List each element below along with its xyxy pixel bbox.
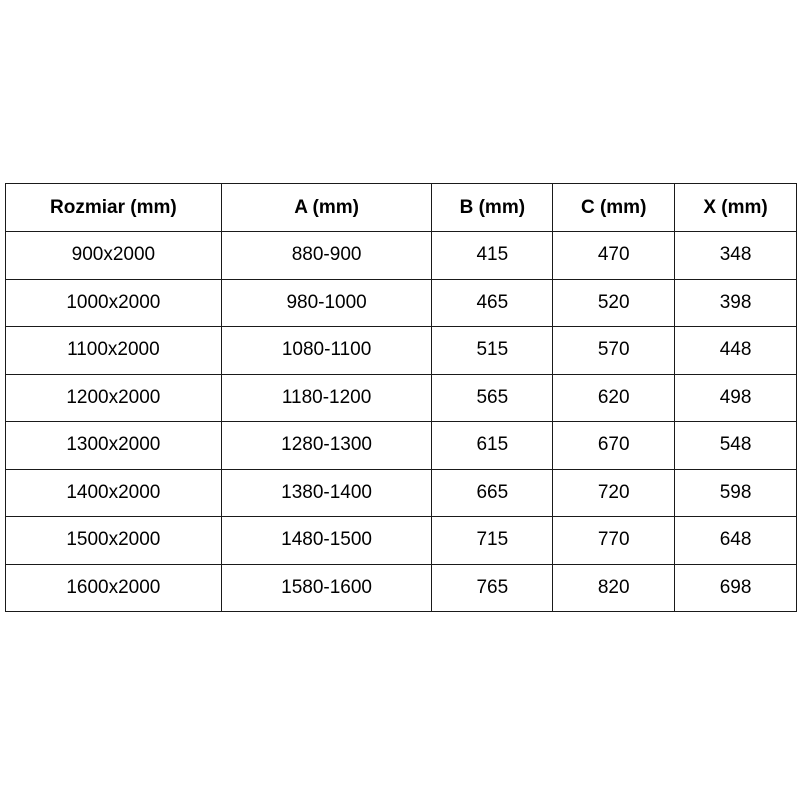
cell-rozmiar: 1100x2000 [5,326,222,375]
cell-b: 715 [431,516,554,565]
cell-x: 398 [674,278,797,327]
cell-c: 770 [552,516,676,565]
cell-x: 648 [674,516,797,565]
cell-x: 548 [674,421,797,470]
table-header: Rozmiar (mm) A (mm) B (mm) C (mm) X (mm) [5,183,797,232]
cell-rozmiar: 1300x2000 [5,421,222,470]
cell-b: 515 [431,326,554,375]
table-row: 1300x2000 1280-1300 615 670 548 [5,421,797,470]
cell-x: 598 [674,468,797,517]
header-a: A (mm) [220,183,433,232]
table-row: 1000x2000 980-1000 465 520 398 [5,278,797,327]
cell-c: 720 [552,468,676,517]
cell-a: 880-900 [220,231,433,280]
table-row: 1600x2000 1580-1600 765 820 698 [5,563,797,612]
cell-rozmiar: 1200x2000 [5,373,222,422]
cell-a: 1380-1400 [220,468,433,517]
table-row: 1100x2000 1080-1100 515 570 448 [5,326,797,375]
table-row: 1400x2000 1380-1400 665 720 598 [5,468,797,517]
cell-rozmiar: 1400x2000 [5,468,222,517]
header-row: Rozmiar (mm) A (mm) B (mm) C (mm) X (mm) [5,183,797,232]
cell-c: 620 [552,373,676,422]
header-c: C (mm) [552,183,676,232]
header-rozmiar: Rozmiar (mm) [5,183,222,232]
table-row: 900x2000 880-900 415 470 348 [5,231,797,280]
cell-c: 520 [552,278,676,327]
cell-b: 615 [431,421,554,470]
cell-c: 670 [552,421,676,470]
header-x: X (mm) [674,183,797,232]
cell-a: 1080-1100 [220,326,433,375]
cell-a: 1580-1600 [220,563,433,612]
cell-c: 470 [552,231,676,280]
cell-a: 1480-1500 [220,516,433,565]
table-body: 900x2000 880-900 415 470 348 1000x2000 980-100… [5,231,797,612]
cell-x: 448 [674,326,797,375]
cell-b: 765 [431,563,554,612]
table-row: 1500x2000 1480-1500 715 770 648 [5,516,797,565]
header-b: B (mm) [431,183,554,232]
cell-b: 665 [431,468,554,517]
cell-x: 348 [674,231,797,280]
size-table: Rozmiar (mm) A (mm) B (mm) C (mm) X (mm)… [5,183,797,612]
cell-b: 565 [431,373,554,422]
table-row: 1200x2000 1180-1200 565 620 498 [5,373,797,422]
cell-c: 570 [552,326,676,375]
cell-b: 465 [431,278,554,327]
cell-rozmiar: 1500x2000 [5,516,222,565]
cell-a: 1280-1300 [220,421,433,470]
cell-x: 498 [674,373,797,422]
cell-rozmiar: 1600x2000 [5,563,222,612]
cell-x: 698 [674,563,797,612]
cell-a: 980-1000 [220,278,433,327]
cell-c: 820 [552,563,676,612]
cell-b: 415 [431,231,554,280]
cell-rozmiar: 1000x2000 [5,278,222,327]
cell-rozmiar: 900x2000 [5,231,222,280]
cell-a: 1180-1200 [220,373,433,422]
